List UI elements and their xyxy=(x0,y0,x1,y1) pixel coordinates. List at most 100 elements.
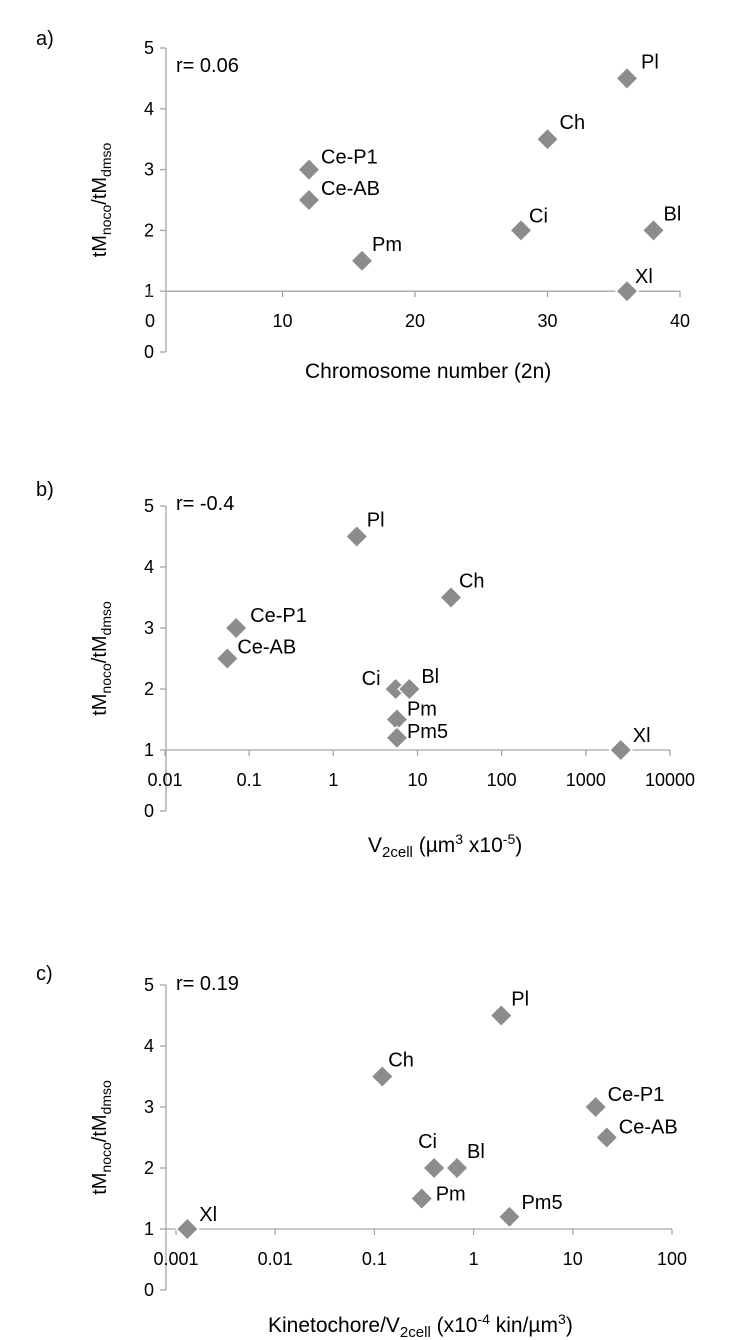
y-tick-label: 0 xyxy=(144,342,154,362)
data-point-pl xyxy=(344,524,369,549)
point-label-pl: Pl xyxy=(641,51,659,73)
y-axis-title: tMnoco/tMdmso xyxy=(89,601,114,716)
y-tick-label: 2 xyxy=(144,1158,154,1178)
correlation-annotation: r= -0.4 xyxy=(176,493,234,515)
y-tick-label: 4 xyxy=(144,99,154,119)
data-point-ch xyxy=(438,585,464,610)
data-point-xl xyxy=(175,1216,200,1242)
y-tick-label: 3 xyxy=(144,1097,154,1117)
correlation-annotation: r= 0.06 xyxy=(176,55,239,77)
data-point-pm xyxy=(409,1186,434,1211)
x-tick-label: 100 xyxy=(487,770,517,790)
data-point-ce-ab xyxy=(296,187,322,213)
x-tick-label: 20 xyxy=(405,311,425,331)
x-axis-title: Chromosome number (2n) xyxy=(305,360,551,383)
data-point-ci xyxy=(508,218,534,243)
point-label-pm: Pm xyxy=(407,699,437,721)
x-axis-title: V2cell (µm3 x10-5) xyxy=(368,831,522,861)
y-tick-label: 1 xyxy=(144,1219,154,1239)
y-axis-title: tMnoco/tMdmso xyxy=(89,142,114,257)
chart-panel-1: 0 1 2 3 4 5 0 10 20 30 40 a) r= 0.06 tMnoco/tMdmso Chr… xyxy=(36,28,690,383)
point-label-ci: Ci xyxy=(529,205,548,227)
data-point-ci xyxy=(422,1155,447,1181)
point-label-ce-p1: Ce-P1 xyxy=(250,605,307,627)
point-label-xl: Xl xyxy=(199,1204,217,1226)
point-label-ce-ab: Ce-AB xyxy=(321,178,380,200)
x-tick-label: 10 xyxy=(272,311,292,331)
y-tick-label: 5 xyxy=(144,975,154,995)
point-label-ch: Ch xyxy=(459,571,485,593)
point-label-pm5: Pm5 xyxy=(407,721,448,743)
x-tick-label: 0.01 xyxy=(258,1249,293,1269)
chart-panel-3: 0 1 2 3 4 5 0.001 0.01 0.1 1 10 100 c) r= 0.19 tMnoco/… xyxy=(36,963,687,1340)
y-tick-label: 5 xyxy=(144,496,154,516)
y-tick-label: 1 xyxy=(144,740,154,760)
y-tick-label: 2 xyxy=(144,679,154,699)
point-label-ci: Ci xyxy=(362,668,381,690)
point-label-ce-p1: Ce-P1 xyxy=(321,147,378,169)
data-point-pm5 xyxy=(497,1204,522,1229)
x-tick-label: 30 xyxy=(537,311,557,331)
y-axis-title: tMnoco/tMdmso xyxy=(89,1080,114,1195)
point-label-ce-ab: Ce-AB xyxy=(237,637,296,659)
panel-label: a) xyxy=(36,28,54,50)
x-tick-label: 10 xyxy=(563,1249,583,1269)
point-label-ch: Ch xyxy=(388,1050,414,1072)
data-point-pm xyxy=(349,248,375,273)
y-tick-label: 4 xyxy=(144,1036,154,1056)
x-tick-label: 0.1 xyxy=(237,770,262,790)
data-point-ce-p1 xyxy=(224,615,249,641)
data-point-pm5 xyxy=(384,725,410,750)
data-point-xl xyxy=(608,737,633,763)
y-tick-label: 2 xyxy=(144,220,154,240)
x-tick-label: 40 xyxy=(670,311,690,331)
point-label-ci: Ci xyxy=(418,1131,437,1153)
point-label-pl: Pl xyxy=(367,510,385,532)
data-point-ch xyxy=(370,1064,395,1089)
point-label-xl: Xl xyxy=(635,266,653,288)
point-label-bl: Bl xyxy=(467,1141,485,1163)
data-point-pl xyxy=(614,66,640,91)
x-tick-label: 100 xyxy=(657,1249,687,1269)
data-point-pl xyxy=(489,1003,514,1028)
data-point-xl xyxy=(614,279,640,304)
data-point-bl xyxy=(641,218,666,243)
data-point-bl xyxy=(444,1155,470,1181)
point-label-pm: Pm xyxy=(436,1184,466,1206)
panel-label: c) xyxy=(36,963,53,985)
panel-label: b) xyxy=(36,479,54,501)
data-point-ce-p1 xyxy=(296,157,322,182)
data-point-ce-p1 xyxy=(583,1094,608,1120)
point-label-xl: Xl xyxy=(633,725,651,747)
point-label-ce-ab: Ce-AB xyxy=(619,1117,678,1139)
x-tick-label: 0.001 xyxy=(153,1249,198,1269)
y-tick-label: 1 xyxy=(144,281,154,301)
x-tick-label: 1000 xyxy=(566,770,606,790)
chart-panel-2: 0 1 2 3 4 5 0.01 0.1 1 10 100 1000 10000 b) r= -0.4 tMn… xyxy=(36,479,695,861)
y-tick-label: 4 xyxy=(144,557,154,577)
point-label-ch: Ch xyxy=(560,112,586,134)
point-label-pm: Pm xyxy=(372,234,402,256)
point-label-bl: Bl xyxy=(421,666,439,688)
point-label-pm5: Pm5 xyxy=(521,1192,562,1214)
x-tick-label: 1 xyxy=(469,1249,479,1269)
y-tick-label: 3 xyxy=(144,160,154,180)
correlation-annotation: r= 0.19 xyxy=(176,973,239,995)
y-tick-label: 3 xyxy=(144,618,154,638)
y-tick-label: 0 xyxy=(144,1280,154,1300)
y-tick-label: 0 xyxy=(144,801,154,821)
point-label-bl: Bl xyxy=(664,203,682,225)
x-tick-label: 0.01 xyxy=(147,770,182,790)
x-tick-label: 0.1 xyxy=(362,1249,387,1269)
x-tick-label: 10000 xyxy=(645,770,695,790)
data-point-bl xyxy=(397,676,422,702)
data-point-ce-ab xyxy=(594,1125,619,1150)
point-label-pl: Pl xyxy=(511,989,529,1011)
y-tick-label: 5 xyxy=(144,38,154,58)
point-label-ce-p1: Ce-P1 xyxy=(608,1084,665,1106)
x-axis-title: Kinetochore/V2cell (x10-4 kin/µm3) xyxy=(268,1311,573,1340)
x-tick-label: 0 xyxy=(145,311,155,331)
data-point-ce-ab xyxy=(215,646,240,671)
data-point-ch xyxy=(535,127,560,152)
